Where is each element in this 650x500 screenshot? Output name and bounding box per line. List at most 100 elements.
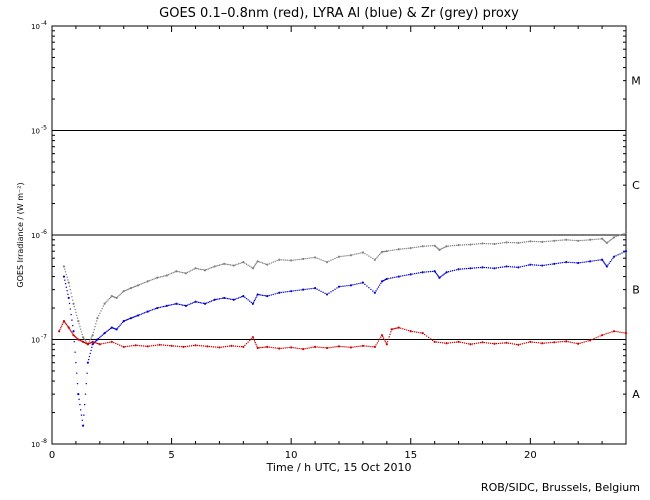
- data-point-interp: [573, 261, 575, 264]
- data-point: [146, 310, 149, 313]
- class-label-M: M: [631, 75, 641, 88]
- data-point-interp: [569, 239, 571, 241]
- data-point: [67, 281, 70, 284]
- data-point-interp: [360, 252, 362, 254]
- data-point-interp: [332, 289, 334, 292]
- data-point-interp: [108, 297, 111, 300]
- data-point: [553, 341, 556, 344]
- data-point-interp: [615, 235, 617, 238]
- data-point-interp: [224, 345, 227, 348]
- data-point-interp: [119, 324, 121, 326]
- data-point-interp: [610, 259, 613, 261]
- data-point-interp: [300, 348, 302, 350]
- data-point: [373, 258, 376, 261]
- data-point-interp: [204, 345, 207, 347]
- data-point-interp: [453, 341, 456, 344]
- data-point-interp: [356, 253, 358, 255]
- data-point-interp: [234, 298, 237, 300]
- data-point: [170, 344, 173, 347]
- data-point-interp: [154, 277, 157, 280]
- data-point-interp: [264, 263, 267, 265]
- data-point-interp: [261, 346, 264, 349]
- data-point-interp: [131, 317, 133, 319]
- data-point-interp: [118, 294, 120, 297]
- x-tick-label: 20: [524, 450, 537, 461]
- data-point-interp: [332, 258, 334, 261]
- data-point-interp: [207, 268, 209, 270]
- data-point-interp: [180, 304, 182, 306]
- data-point: [517, 266, 520, 269]
- data-point: [96, 338, 99, 341]
- data-point-interp: [268, 346, 270, 348]
- data-point: [256, 293, 259, 296]
- data-point-interp: [515, 266, 518, 268]
- data-point-interp: [215, 265, 217, 267]
- data-point-interp: [585, 239, 587, 241]
- data-point-interp: [513, 266, 516, 268]
- data-point-interp: [80, 331, 83, 333]
- data-point: [302, 257, 305, 261]
- data-point-interp: [250, 338, 253, 340]
- data-point-interp: [322, 291, 324, 294]
- data-point-interp: [396, 248, 398, 251]
- data-point-interp: [400, 248, 402, 250]
- data-point-interp: [97, 315, 100, 317]
- data-point-interp: [431, 339, 434, 342]
- data-point-interp: [193, 268, 195, 270]
- data-point-interp: [296, 289, 298, 292]
- data-point-interp: [455, 269, 458, 271]
- data-point: [445, 245, 448, 248]
- data-point-interp: [425, 245, 428, 247]
- data-point-interp: [388, 277, 390, 280]
- data-point-interp: [256, 345, 258, 347]
- y-axis-label: GOES Irradiance / (W m⁻²): [16, 182, 25, 287]
- data-point-interp: [412, 273, 414, 275]
- data-point-interp: [525, 264, 528, 267]
- data-point: [612, 255, 616, 258]
- x-axis-ticks: 0 5 10 15 20: [49, 26, 603, 461]
- data-point: [469, 243, 472, 246]
- data-point-interp: [215, 298, 217, 301]
- data-point-interp: [591, 260, 593, 262]
- data-point-interp: [66, 276, 68, 278]
- data-point: [421, 271, 424, 274]
- data-point-interp: [533, 264, 536, 266]
- data-point-interp: [292, 346, 294, 349]
- data-point: [194, 300, 197, 303]
- data-point: [385, 277, 388, 281]
- data-point-interp: [229, 264, 232, 266]
- data-point-interp: [354, 283, 356, 286]
- data-point-interp: [119, 344, 121, 346]
- data-point: [493, 342, 496, 345]
- class-threshold-lines: [52, 130, 626, 340]
- data-point: [565, 340, 568, 343]
- data-point-interp: [471, 243, 474, 246]
- data-point-interp: [489, 267, 492, 269]
- data-point: [251, 302, 254, 305]
- data-point-interp: [120, 323, 123, 325]
- data-point-interp: [296, 259, 298, 261]
- data-point: [493, 242, 496, 246]
- data-point-interp: [119, 293, 121, 296]
- data-point-interp: [249, 265, 251, 267]
- data-point-interp: [252, 338, 255, 340]
- data-point-interp: [70, 292, 72, 294]
- data-point-interp: [383, 339, 386, 341]
- data-point-interp: [180, 271, 182, 273]
- data-point-interp: [60, 325, 63, 327]
- data-point-interp: [245, 297, 248, 300]
- data-point-interp: [121, 321, 124, 324]
- data-point-interp: [575, 342, 577, 345]
- data-point-interp: [459, 341, 462, 343]
- data-point-interp: [523, 241, 526, 243]
- data-point-interp: [555, 262, 557, 265]
- data-point-interp: [220, 297, 222, 300]
- data-point-interp: [258, 294, 260, 296]
- data-point-interp: [145, 311, 147, 313]
- data-point: [445, 342, 448, 345]
- data-point: [337, 255, 341, 258]
- data-point-interp: [434, 271, 437, 274]
- data-point-interp: [131, 345, 133, 347]
- data-point-interp: [425, 335, 428, 337]
- data-point: [349, 254, 353, 257]
